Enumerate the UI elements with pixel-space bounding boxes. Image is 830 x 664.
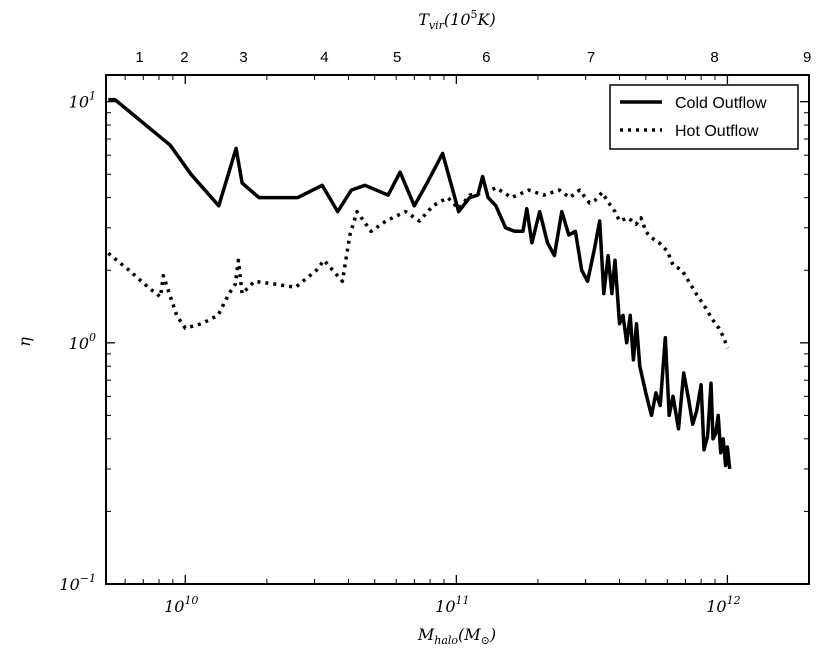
y-axis-label: η [15,337,34,347]
x-axis-ticks: 1010 1011 1012 [124,75,810,616]
top-tick-label: 3 [239,49,247,66]
y-tick-label: 101 [69,90,96,112]
top-tick-label: 2 [180,49,188,66]
top-tick-label: 6 [482,49,490,66]
legend: Cold Outflow Hot Outflow [609,84,799,150]
legend-box [609,84,799,150]
legend-label-hot-outflow: Hot Outflow [675,123,759,140]
y-axis-ticks: 101 100 10−1 [59,90,809,594]
x-tick-label: 1011 [435,594,469,616]
x-tick-label: 1010 [164,594,198,616]
top-tick-label: 4 [320,49,328,66]
top-axis-label: Tvir(105K) [418,8,495,32]
top-tick-label: 5 [393,49,401,66]
plot-frame [105,74,810,585]
x-tick-label: 1012 [706,594,740,616]
top-axis-ticks: 1 2 3 4 5 6 7 8 9 [135,49,811,66]
top-tick-label: 7 [587,49,595,66]
top-tick-label: 9 [803,49,811,66]
legend-label-cold-outflow: Cold Outflow [675,95,767,112]
series-line-cold-outflow [108,97,732,470]
series-layer [107,97,732,470]
top-tick-label: 8 [710,49,718,66]
y-tick-label: 100 [69,331,96,353]
x-axis-label: Mhalo(M⊙) [417,625,496,647]
series-line-hot-outflow [107,185,730,349]
top-tick-label: 1 [135,49,143,66]
y-tick-label: 10−1 [59,572,96,594]
